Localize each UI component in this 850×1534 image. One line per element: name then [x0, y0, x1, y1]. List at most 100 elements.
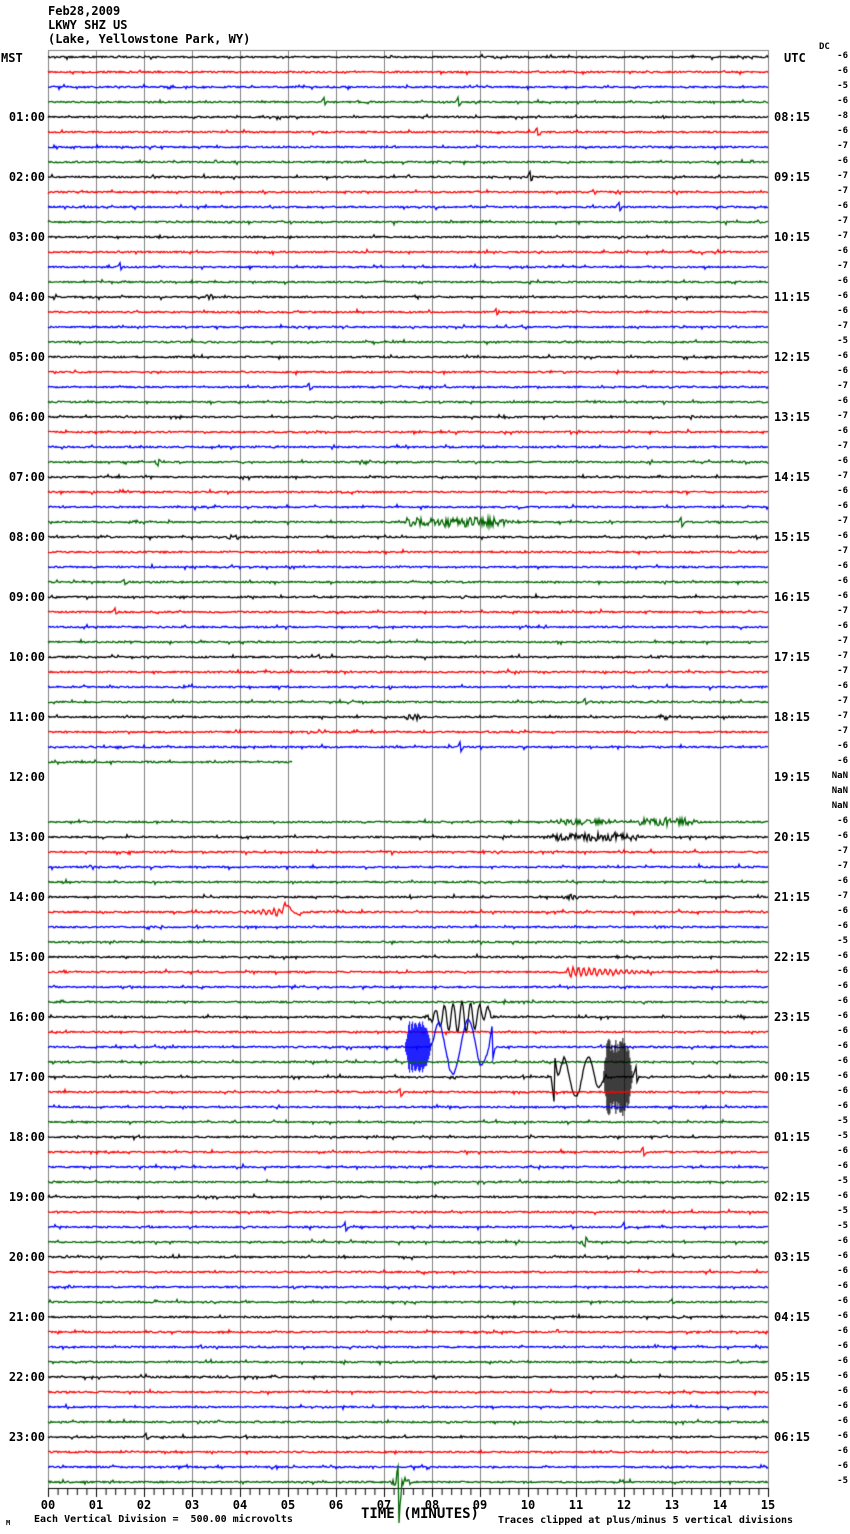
dc-offset-value: -6	[837, 396, 848, 406]
dc-offset-value: -5	[837, 1116, 848, 1126]
dc-offset-value: -7	[837, 891, 848, 901]
corner-mark: M	[6, 1519, 11, 1527]
dc-offset-value: -6	[837, 756, 848, 766]
dc-offset-value: -6	[837, 981, 848, 991]
minute-label: 10	[520, 1498, 536, 1512]
minute-label: 08	[424, 1498, 440, 1512]
dc-offset-value: -6	[837, 741, 848, 751]
dc-offset-value: -6	[837, 486, 848, 496]
dc-offset-value: -6	[837, 531, 848, 541]
dc-offset-value: -6	[837, 951, 848, 961]
dc-offset-value: -6	[837, 126, 848, 136]
right-time-label: 16:15	[774, 590, 811, 604]
right-time-label: 15:15	[774, 530, 811, 544]
left-time-label: 09:00	[8, 590, 45, 604]
right-time-label: 04:15	[774, 1310, 811, 1324]
dc-offset-value: -7	[837, 711, 848, 721]
dc-offset-value: NaN	[831, 771, 848, 781]
left-time-label: 01:00	[8, 110, 45, 124]
dc-offset-value: -7	[837, 696, 848, 706]
dc-offset-value: -7	[837, 261, 848, 271]
dc-offset-value: -6	[837, 876, 848, 886]
dc-offset-value: -7	[837, 651, 848, 661]
dc-offset-value: NaN	[831, 786, 848, 796]
minute-label: 13	[664, 1498, 680, 1512]
left-time-label: 13:00	[8, 830, 45, 844]
dc-offset-value: -6	[837, 1056, 848, 1066]
right-time-label: 10:15	[774, 230, 811, 244]
dc-offset-value: NaN	[831, 801, 848, 811]
dc-offset-value: -5	[837, 1221, 848, 1231]
dc-offset-value: -7	[837, 171, 848, 181]
left-time-label: 15:00	[8, 950, 45, 964]
dc-offset-value: -6	[837, 906, 848, 916]
dc-offset-value: -7	[837, 411, 848, 421]
dc-offset-value: -6	[837, 51, 848, 61]
left-time-label: 07:00	[8, 470, 45, 484]
dc-offset-value: -7	[837, 216, 848, 226]
dc-offset-value: -6	[837, 1146, 848, 1156]
clip-note: Traces clipped at plus/minus 5 vertical …	[498, 1515, 794, 1526]
dc-offset-value: -7	[837, 321, 848, 331]
right-time-label: 09:15	[774, 170, 811, 184]
left-time-label: 19:00	[8, 1190, 45, 1204]
scale-note: Each Vertical Division = 500.00 microvol…	[34, 1514, 293, 1525]
dc-offset-value: -6	[837, 501, 848, 511]
dc-offset-value: -6	[837, 831, 848, 841]
dc-offset-value: -7	[837, 381, 848, 391]
dc-offset-value: -6	[837, 1251, 848, 1261]
dc-offset-value: -7	[837, 231, 848, 241]
dc-offset-value: -7	[837, 471, 848, 481]
left-time-label: 16:00	[8, 1010, 45, 1024]
left-time-label: 17:00	[8, 1070, 45, 1084]
dc-offset-value: -6	[837, 1446, 848, 1456]
dc-offset-value: -6	[837, 996, 848, 1006]
dc-offset-value: -7	[837, 846, 848, 856]
dc-offset-value: -6	[837, 1071, 848, 1081]
right-time-label: 00:15	[774, 1070, 811, 1084]
left-time-label: 10:00	[8, 650, 45, 664]
dc-offset-value: -6	[837, 1416, 848, 1426]
dc-offset-value: -6	[837, 276, 848, 286]
dc-offset-value: -6	[837, 921, 848, 931]
left-time-label: 20:00	[8, 1250, 45, 1264]
dc-offset-value: -6	[837, 246, 848, 256]
dc-offset-value: -7	[837, 666, 848, 676]
left-time-label: 04:00	[8, 290, 45, 304]
dc-offset-value: -6	[837, 621, 848, 631]
left-time-label: 08:00	[8, 530, 45, 544]
dc-offset-value: -6	[837, 681, 848, 691]
left-time-label: 03:00	[8, 230, 45, 244]
minute-label: 04	[232, 1498, 248, 1512]
dc-offset-value: -6	[837, 1326, 848, 1336]
minute-label: 01	[88, 1498, 104, 1512]
dc-offset-value: -6	[837, 561, 848, 571]
dc-offset-value: -6	[837, 426, 848, 436]
left-time-label: 02:00	[8, 170, 45, 184]
dc-offset-value: -5	[837, 81, 848, 91]
dc-offset-value: -6	[837, 1341, 848, 1351]
dc-offset-value: -5	[837, 1206, 848, 1216]
dc-offset-value: -7	[837, 726, 848, 736]
dc-offset-value: -6	[837, 456, 848, 466]
minute-label: 03	[184, 1498, 200, 1512]
dc-offset-value: -5	[837, 1131, 848, 1141]
dc-offset-value: -6	[837, 351, 848, 361]
dc-offset-value: -6	[837, 1371, 848, 1381]
dc-offset-value: -5	[837, 936, 848, 946]
dc-offset-value: -7	[837, 141, 848, 151]
dc-offset-value: -7	[837, 186, 848, 196]
left-time-label: 05:00	[8, 350, 45, 364]
right-time-label: 17:15	[774, 650, 811, 664]
dc-offset-value: -6	[837, 966, 848, 976]
dc-offset-value: -6	[837, 291, 848, 301]
right-time-label: 21:15	[774, 890, 811, 904]
minute-label: 02	[136, 1498, 152, 1512]
left-time-label: 11:00	[8, 710, 45, 724]
dc-offset-value: -5	[837, 1176, 848, 1186]
right-time-label: 11:15	[774, 290, 811, 304]
dc-offset-value: -7	[837, 861, 848, 871]
dc-offset-value: -6	[837, 306, 848, 316]
